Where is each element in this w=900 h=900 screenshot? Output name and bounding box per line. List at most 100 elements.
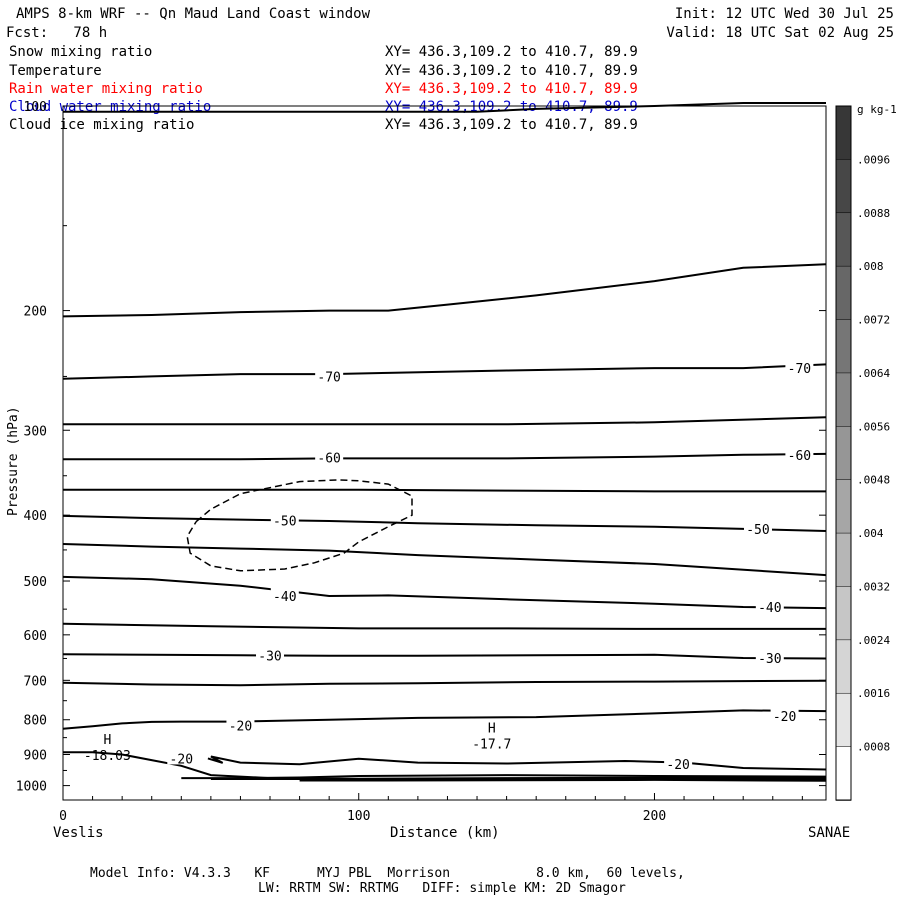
- contour-label-bg: [755, 650, 784, 665]
- colorbar-band: [835, 212, 852, 267]
- x-end-label: SANAE: [808, 825, 851, 841]
- y-tick-label: 500: [24, 575, 47, 590]
- field-xy-temperature: XY= 436.3,109.2 to 410.7, 89.9: [385, 63, 638, 79]
- contour-label-bg: [785, 360, 814, 375]
- y-tick-label: 700: [24, 674, 47, 689]
- colorbar-tick-label: .0048: [857, 474, 890, 487]
- plot-frame: [62, 105, 827, 801]
- contour-label: -60: [317, 451, 340, 466]
- contour-label: -20: [170, 752, 193, 767]
- contour-label-bg: [755, 598, 784, 613]
- field-name-temperature: Temperature: [9, 63, 102, 79]
- y-tick-label: 400: [24, 509, 47, 524]
- temperature-contour: [63, 452, 827, 461]
- contour-label: -70: [788, 362, 811, 377]
- colorbar-tick-label: .0096: [857, 153, 890, 166]
- contour-label: -20: [773, 710, 796, 725]
- field-xy-rain: XY= 436.3,109.2 to 410.7, 89.9: [385, 81, 638, 97]
- temperature-contour: [63, 416, 827, 426]
- colorbar-tick-label: .0064: [857, 367, 890, 380]
- colorbar-band: [835, 586, 852, 641]
- temperature-contour: [299, 778, 827, 782]
- high-marker: H: [488, 721, 496, 736]
- temperature-contour: [63, 488, 826, 493]
- x-axis-label: Distance (km): [390, 825, 500, 841]
- contour-label: -20: [229, 720, 252, 735]
- contour-label: -40: [273, 590, 296, 605]
- field-xy-cloud-ice: XY= 436.3,109.2 to 410.7, 89.9: [385, 117, 638, 133]
- x-start-label: Veslis: [53, 825, 104, 841]
- colorbar-tick-label: .0008: [857, 741, 890, 754]
- x-tick-label: 200: [643, 809, 666, 824]
- contour-label-bg: [315, 368, 344, 383]
- forecast-hour: Fcst: 78 h: [6, 25, 108, 41]
- colorbar-unit: g kg-1: [857, 103, 897, 116]
- temperature-contour: [62, 263, 827, 318]
- temperature-contour: [210, 776, 827, 780]
- contour-label-bg: [664, 756, 693, 771]
- contour-label: -50: [273, 514, 296, 529]
- contour-label-bg: [743, 520, 772, 535]
- contour-label-bg: [167, 750, 196, 765]
- colorbar-tick-label: .0088: [857, 207, 890, 220]
- contour-label: -60: [788, 449, 811, 464]
- colorbar-band: [835, 746, 852, 801]
- contour-label: -50: [746, 523, 769, 538]
- field-name-rain: Rain water mixing ratio: [9, 81, 203, 97]
- contour-label: -30: [258, 649, 281, 664]
- temperature-contour: [62, 679, 827, 687]
- colorbar-band: [835, 426, 852, 481]
- colorbar-tick-label: .0032: [857, 580, 890, 593]
- temperature-contour: [62, 575, 827, 610]
- field-name-snow: Snow mixing ratio: [9, 44, 153, 60]
- y-tick-label: 300: [24, 424, 47, 439]
- y-tick-label: 900: [24, 749, 47, 764]
- contour-label-bg: [315, 449, 344, 464]
- snow-contour: [186, 479, 413, 572]
- colorbar-frame: [835, 105, 852, 801]
- colorbar-band: [835, 532, 852, 588]
- colorbar-band: [835, 479, 852, 534]
- contour-label: -20: [666, 758, 689, 773]
- colorbar-band: [835, 159, 852, 214]
- temperature-contour: [62, 514, 827, 532]
- contour-label-bg: [226, 717, 255, 732]
- temperature-contour: [62, 622, 826, 630]
- colorbar-band: [835, 265, 852, 321]
- temperature-contour: [63, 102, 826, 113]
- model-info-line2: LW: RRTM SW: RRTMG DIFF: simple KM: 2D S…: [258, 881, 626, 896]
- high-value: -18.03: [84, 749, 131, 764]
- colorbar-band: [835, 692, 852, 748]
- y-tick-label: 100: [24, 100, 47, 115]
- contour-label-bg: [785, 446, 814, 461]
- valid-time: Valid: 18 UTC Sat 02 Aug 25: [666, 25, 894, 41]
- y-tick-label: 600: [24, 629, 47, 644]
- x-tick-label: 100: [347, 809, 370, 824]
- high-value: -17.7: [472, 737, 511, 752]
- model-info-line1: Model Info: V4.3.3 KF MYJ PBL Morrison 8…: [90, 866, 685, 881]
- colorbar-tick-label: .0056: [857, 420, 890, 433]
- contour-label: -30: [758, 652, 781, 667]
- colorbar-tick-label: .008: [857, 260, 884, 273]
- field-xy-snow: XY= 436.3,109.2 to 410.7, 89.9: [385, 44, 638, 60]
- y-tick-label: 200: [24, 305, 47, 320]
- colorbar-tick-label: .0072: [857, 314, 890, 327]
- colorbar-tick-label: .004: [857, 527, 884, 540]
- y-tick-label: 1000: [16, 780, 47, 795]
- temperature-contour: [62, 543, 827, 577]
- contour-label-bg: [256, 647, 285, 662]
- contour-label-bg: [770, 708, 799, 723]
- temperature-contour: [62, 363, 827, 380]
- contour-label: -40: [758, 601, 781, 616]
- contour-label-bg: [270, 512, 299, 527]
- colorbar-band: [835, 105, 852, 161]
- contour-label-bg: [270, 587, 299, 602]
- temperature-contour: [62, 653, 827, 660]
- temperature-contour: [63, 751, 826, 780]
- colorbar-tick-label: .0024: [857, 634, 890, 647]
- x-tick-label: 0: [59, 809, 67, 824]
- temperature-contour: [62, 709, 827, 730]
- temperature-contour: [207, 755, 827, 771]
- y-axis-label: Pressure (hPa): [6, 406, 21, 516]
